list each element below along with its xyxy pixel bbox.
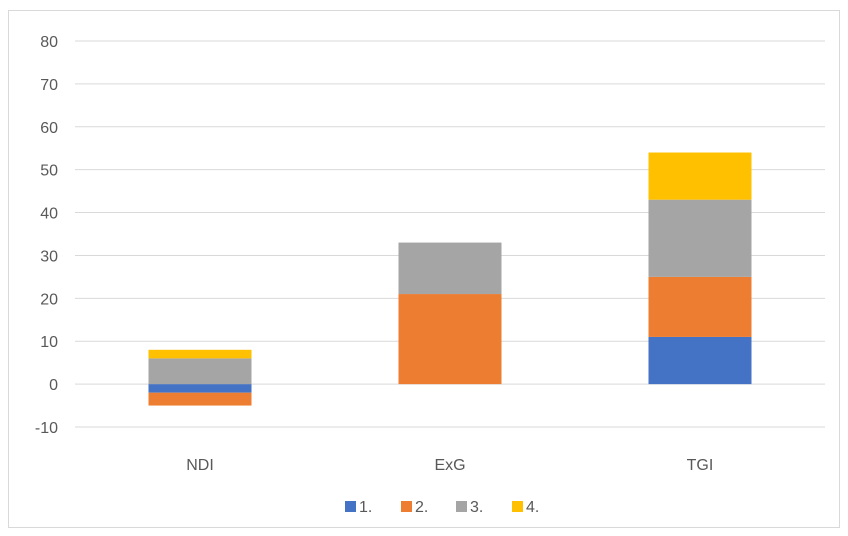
bars bbox=[148, 152, 752, 406]
bar-exg-series-3 bbox=[398, 242, 502, 295]
legend-swatch bbox=[456, 501, 467, 512]
y-tick-label: 0 bbox=[49, 377, 58, 394]
legend: 1. 2. 3. 4. bbox=[345, 499, 539, 516]
bar-tgi-series-2 bbox=[648, 276, 752, 337]
bar-exg-series-2 bbox=[398, 294, 502, 385]
legend-label: 2. bbox=[415, 499, 428, 516]
y-tick-label: 30 bbox=[40, 248, 58, 265]
y-tick-label: 40 bbox=[40, 206, 58, 223]
bar-ndi-series-1 bbox=[148, 384, 252, 393]
legend-label: 3. bbox=[470, 499, 483, 516]
y-tick-label: 70 bbox=[40, 77, 58, 94]
bar-ndi-series-2 bbox=[148, 392, 252, 406]
legend-swatch bbox=[401, 501, 412, 512]
y-tick-label: 20 bbox=[40, 291, 58, 308]
bar-tgi-series-1 bbox=[648, 336, 752, 385]
legend-swatch bbox=[345, 501, 356, 512]
x-tick-label: NDI bbox=[186, 457, 214, 474]
x-axis-ticks: NDI ExG TGI bbox=[186, 457, 713, 474]
y-tick-label: 80 bbox=[40, 34, 58, 51]
bar-ndi-series-3 bbox=[148, 358, 252, 385]
bar-ndi-series-4 bbox=[148, 349, 252, 359]
legend-label: 4. bbox=[526, 499, 539, 516]
y-axis-ticks: -10 0 10 20 30 40 50 60 70 80 bbox=[35, 34, 58, 437]
y-tick-label: 50 bbox=[40, 163, 58, 180]
y-tick-label: -10 bbox=[35, 420, 58, 437]
legend-label: 1. bbox=[359, 499, 372, 516]
y-tick-label: 60 bbox=[40, 120, 58, 137]
y-tick-label: 10 bbox=[40, 334, 58, 351]
x-tick-label: ExG bbox=[434, 457, 465, 474]
bar-tgi-series-4 bbox=[648, 152, 752, 200]
legend-swatch bbox=[512, 501, 523, 512]
x-tick-label: TGI bbox=[687, 457, 714, 474]
bar-tgi-series-3 bbox=[648, 199, 752, 277]
